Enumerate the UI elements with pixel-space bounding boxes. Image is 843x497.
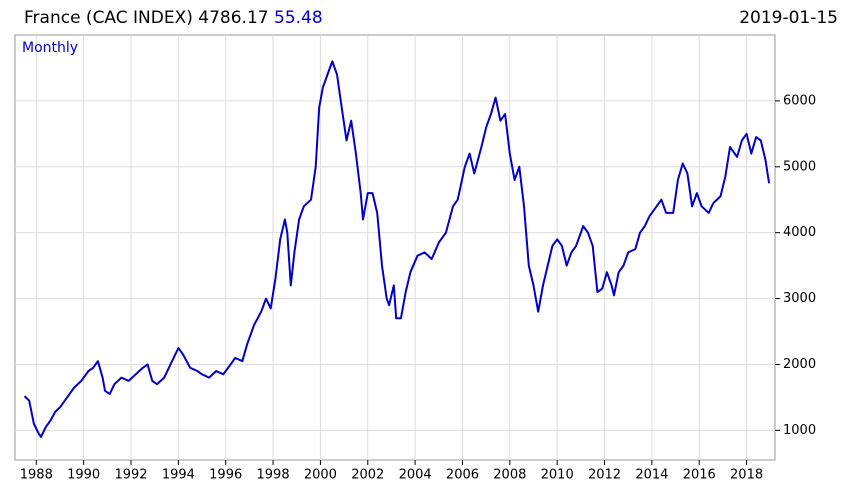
change: 55.48 bbox=[274, 8, 323, 28]
x-tick-label: 1992 bbox=[114, 468, 147, 483]
last-value: 4786.17 bbox=[198, 8, 268, 28]
y-tick-label: 1000 bbox=[783, 423, 816, 438]
x-tick-label: 2008 bbox=[493, 468, 526, 483]
x-tick-label: 1990 bbox=[67, 468, 100, 483]
x-tick-label: 2010 bbox=[541, 468, 574, 483]
plot-area bbox=[14, 34, 780, 465]
date: 2019-01-15 bbox=[739, 8, 838, 28]
price-line bbox=[23, 60, 771, 438]
x-tick-label: 2012 bbox=[588, 468, 621, 483]
x-tick-label: 1998 bbox=[257, 468, 290, 483]
y-tick-label: 3000 bbox=[783, 291, 816, 306]
y-tick-label: 5000 bbox=[783, 159, 816, 174]
y-tick-label: 2000 bbox=[783, 357, 816, 372]
x-tick-label: 2014 bbox=[635, 468, 668, 483]
x-tick-label: 2004 bbox=[399, 468, 432, 483]
x-tick-label: 1996 bbox=[209, 468, 242, 483]
x-tick-label: 2018 bbox=[730, 468, 763, 483]
x-tick-label: 2006 bbox=[446, 468, 479, 483]
title: France (CAC INDEX) bbox=[24, 8, 193, 28]
x-tick-label: 2016 bbox=[683, 468, 716, 483]
x-tick-label: 1988 bbox=[20, 468, 53, 483]
period-label: Monthly bbox=[22, 40, 78, 56]
x-tick-label: 2000 bbox=[304, 468, 337, 483]
y-tick-label: 6000 bbox=[783, 93, 816, 108]
y-tick-label: 4000 bbox=[783, 225, 816, 240]
x-tick-label: 1994 bbox=[162, 468, 195, 483]
plot-frame bbox=[14, 34, 776, 461]
x-tick-label: 2002 bbox=[351, 468, 384, 483]
chart-title: France (CAC INDEX) 4786.17 55.48 bbox=[24, 8, 323, 28]
